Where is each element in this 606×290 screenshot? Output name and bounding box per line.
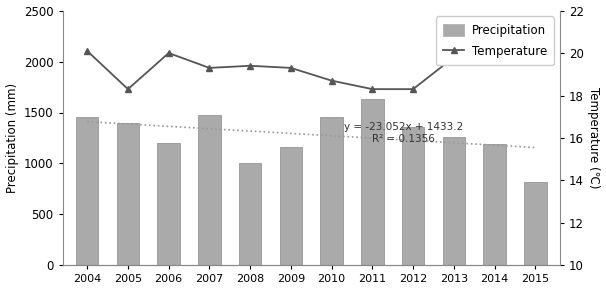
Y-axis label: Precipitation (mm): Precipitation (mm) (5, 83, 19, 193)
Bar (280, 147, 302, 265)
Bar (198, 115, 221, 265)
Bar (524, 182, 547, 265)
Text: y = -23.052x + 1433.2
R² = 0.1356: y = -23.052x + 1433.2 R² = 0.1356 (344, 122, 463, 144)
Bar (117, 123, 139, 265)
Bar (158, 143, 180, 265)
Bar (76, 117, 98, 265)
Bar (239, 163, 261, 265)
Y-axis label: Temperature (℃): Temperature (℃) (587, 87, 601, 189)
Bar (442, 137, 465, 265)
Bar (402, 127, 424, 265)
Bar (484, 144, 506, 265)
Legend: Precipitation, Temperature: Precipitation, Temperature (436, 17, 554, 65)
Bar (361, 99, 384, 265)
Bar (321, 117, 343, 265)
